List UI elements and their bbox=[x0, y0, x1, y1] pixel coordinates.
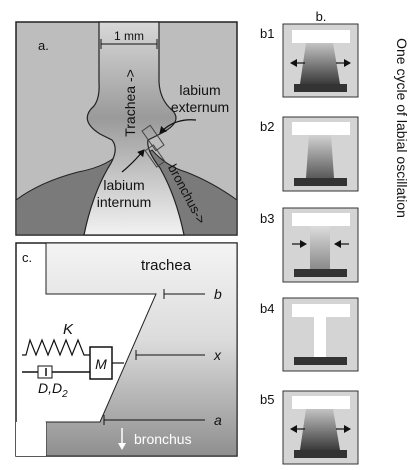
panel-a-letter: a. bbox=[38, 38, 49, 53]
frame-b4-opening bbox=[292, 304, 350, 357]
frame-b3-opening bbox=[292, 213, 350, 269]
damper-cup bbox=[37, 365, 53, 379]
labium-internum-arrow bbox=[121, 149, 145, 173]
labium-externum-arrow bbox=[159, 119, 197, 134]
trachea-label-c: trachea bbox=[141, 257, 192, 274]
frame-b4: b4 bbox=[260, 297, 359, 372]
frame-b2: b2 bbox=[260, 116, 359, 192]
labium-internum-box bbox=[144, 144, 166, 168]
frame-b2-label: b2 bbox=[260, 119, 274, 134]
frame-b3-base bbox=[294, 269, 347, 277]
panel-b-letter: b. bbox=[316, 9, 327, 24]
frame-b5-top bbox=[292, 396, 350, 409]
frame-b5: b5 bbox=[260, 390, 359, 465]
frame-b5-opening bbox=[292, 396, 350, 450]
frame-b5-label: b5 bbox=[260, 392, 274, 407]
bronchus-arrow-head bbox=[118, 443, 126, 450]
frame-b1-base bbox=[294, 84, 347, 92]
panel-b: b. One cycle of labial oscillation b1 b2 bbox=[260, 9, 410, 465]
frame-b4-label: b4 bbox=[260, 301, 274, 316]
panel-c: c. trachea b x a K M D,D2 bronchus bbox=[15, 242, 238, 457]
labium-externum-label-1: labium bbox=[179, 82, 220, 98]
damper-label-main: D,D bbox=[38, 380, 62, 396]
damper-label-sub: 2 bbox=[61, 389, 68, 400]
panel-a: a. 1 mm Trachea -> labium externum labiu… bbox=[15, 21, 238, 236]
damper-label: D,D2 bbox=[38, 380, 68, 400]
marker-a-label: a bbox=[214, 412, 222, 428]
frame-b1: b1 bbox=[260, 23, 359, 98]
spring-k bbox=[22, 338, 90, 357]
bronchus-label-c: bronchus bbox=[134, 431, 192, 447]
trachea-label: Trachea -> bbox=[122, 69, 138, 137]
oscillation-title: One cycle of labial oscillation bbox=[394, 38, 410, 218]
mass-label: M bbox=[95, 356, 107, 372]
panel-c-bottom-block bbox=[16, 422, 46, 456]
labium-internum-label-2: internum bbox=[97, 194, 151, 210]
panel-c-letter: c. bbox=[22, 250, 32, 265]
frame-b3: b3 bbox=[260, 207, 359, 283]
scale-label: 1 mm bbox=[114, 29, 144, 43]
frame-b1-top bbox=[292, 30, 350, 43]
labium-externum-label-2: externum bbox=[171, 99, 229, 115]
frame-b2-top bbox=[292, 122, 350, 135]
frame-b5-base bbox=[294, 450, 347, 458]
frame-b1-label: b1 bbox=[260, 26, 274, 41]
frame-b1-opening bbox=[292, 30, 350, 84]
marker-b-label: b bbox=[214, 286, 222, 302]
labium-internum-label-1: labium bbox=[103, 177, 144, 193]
frame-b3-label: b3 bbox=[260, 211, 274, 226]
frame-b2-opening bbox=[292, 122, 350, 178]
frame-b3-top bbox=[292, 213, 350, 226]
marker-x-label: x bbox=[213, 347, 222, 363]
frame-b4-base bbox=[294, 357, 347, 365]
labium-externum-box bbox=[141, 124, 165, 152]
spring-label: K bbox=[63, 321, 74, 338]
frame-b2-base bbox=[294, 178, 347, 186]
airway-lumen bbox=[83, 21, 185, 236]
